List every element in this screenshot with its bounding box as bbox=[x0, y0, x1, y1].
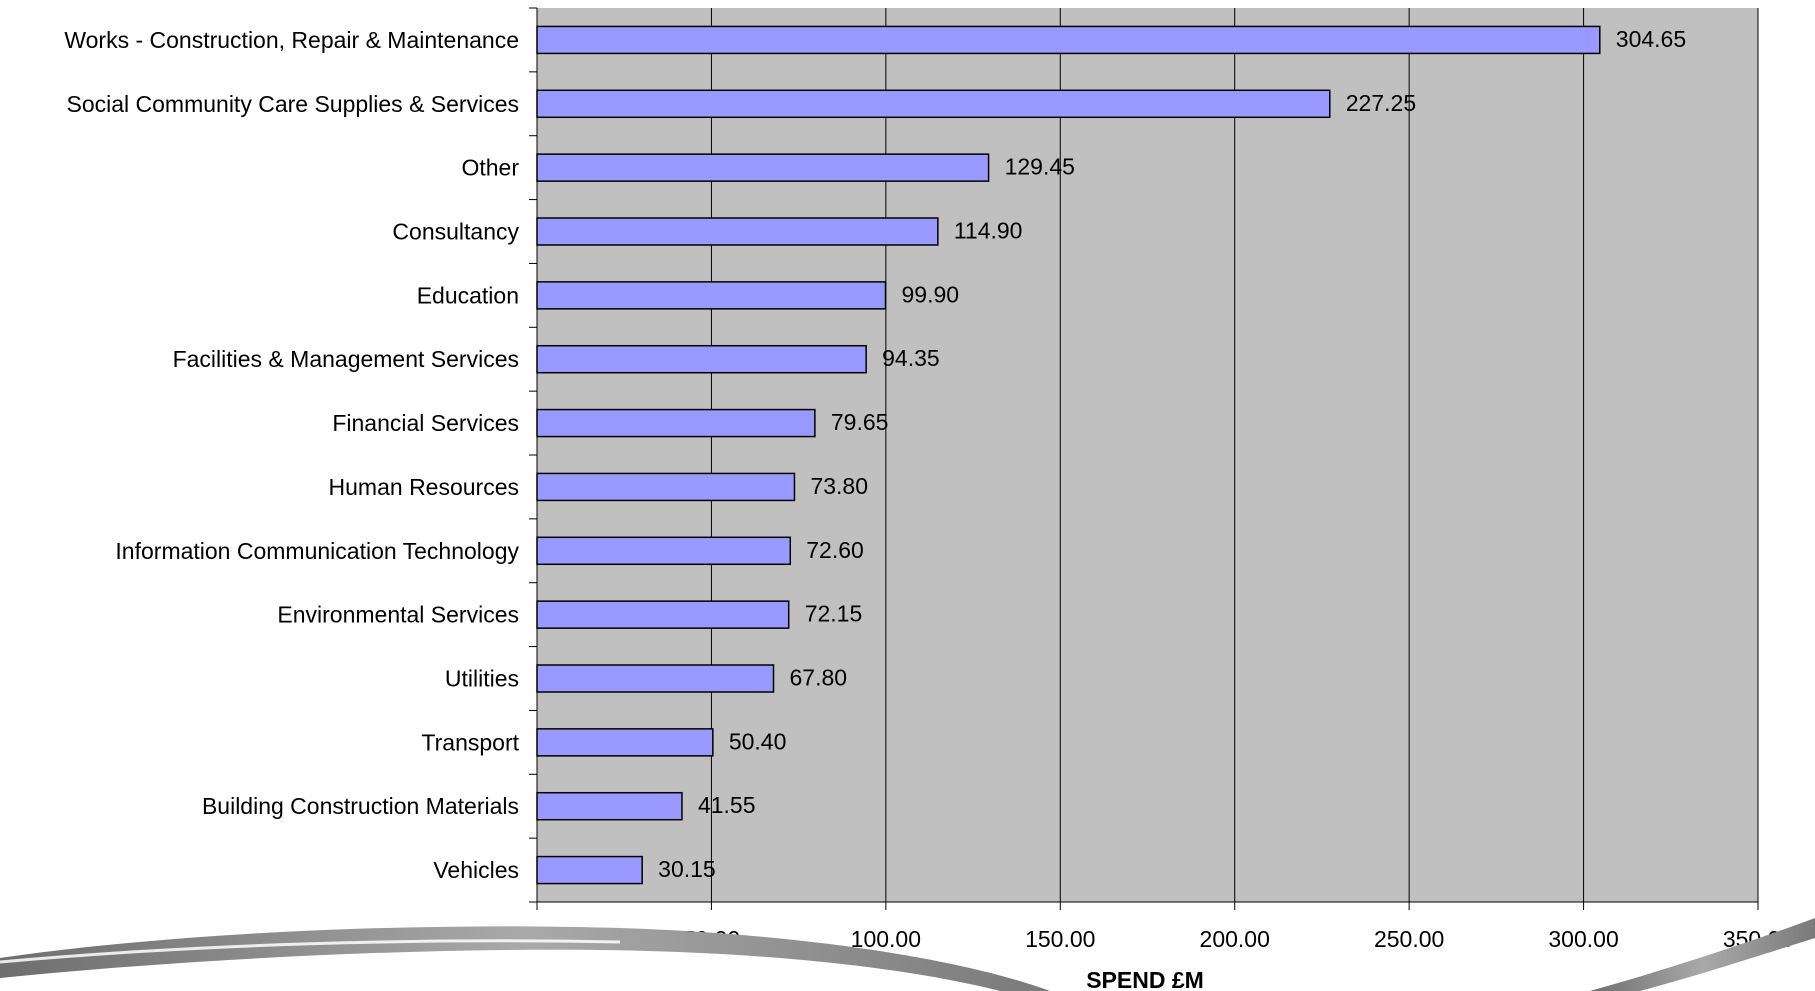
category-label: Education bbox=[417, 282, 519, 308]
category-label: Vehicles bbox=[433, 857, 519, 883]
x-tick-label: 200.00 bbox=[1200, 926, 1270, 952]
category-label: Facilities & Management Services bbox=[173, 346, 519, 372]
category-label: Social Community Care Supplies & Service… bbox=[66, 91, 519, 117]
bar bbox=[537, 218, 938, 245]
category-label: Environmental Services bbox=[277, 602, 519, 628]
bar bbox=[537, 665, 774, 692]
x-axis-title: SPEND £M bbox=[1086, 967, 1204, 991]
value-label: 114.90 bbox=[954, 218, 1023, 244]
x-tick-label: 250.00 bbox=[1374, 926, 1444, 952]
bar bbox=[537, 154, 989, 181]
bar bbox=[537, 473, 794, 500]
category-label: Other bbox=[461, 155, 519, 181]
value-label: 129.45 bbox=[1005, 154, 1075, 180]
bar bbox=[537, 537, 790, 564]
bar bbox=[537, 282, 886, 309]
value-label: 94.35 bbox=[882, 345, 940, 371]
value-label: 73.80 bbox=[810, 473, 868, 499]
x-tick-label: 150.00 bbox=[1025, 926, 1095, 952]
value-label: 99.90 bbox=[902, 281, 960, 307]
category-label: Human Resources bbox=[329, 474, 519, 500]
value-label: 41.55 bbox=[698, 792, 756, 818]
plot-area bbox=[537, 8, 1758, 902]
category-label: Financial Services bbox=[332, 410, 519, 436]
value-label: 227.25 bbox=[1346, 90, 1416, 116]
bar bbox=[537, 90, 1330, 117]
category-label: Building Construction Materials bbox=[202, 793, 519, 819]
value-label: 72.15 bbox=[805, 601, 863, 627]
bar bbox=[537, 857, 642, 884]
x-tick-label: 300.00 bbox=[1548, 926, 1618, 952]
category-label: Consultancy bbox=[392, 219, 519, 245]
value-label: 304.65 bbox=[1616, 26, 1686, 52]
category-labels: Works - Construction, Repair & Maintenan… bbox=[64, 27, 519, 883]
value-label: 67.80 bbox=[790, 665, 848, 691]
bar bbox=[537, 26, 1600, 53]
value-label: 30.15 bbox=[658, 856, 716, 882]
category-label: Works - Construction, Repair & Maintenan… bbox=[64, 27, 519, 53]
value-label: 79.65 bbox=[831, 409, 889, 435]
bar bbox=[537, 346, 866, 373]
bar bbox=[537, 410, 815, 437]
bar bbox=[537, 793, 682, 820]
category-label: Utilities bbox=[445, 666, 519, 692]
value-label: 72.60 bbox=[806, 537, 864, 563]
category-label: Information Communication Technology bbox=[115, 538, 519, 564]
category-label: Transport bbox=[421, 729, 519, 755]
value-label: 50.40 bbox=[729, 728, 787, 754]
bar bbox=[537, 601, 789, 628]
x-tick-label: 100.00 bbox=[851, 926, 921, 952]
bar bbox=[537, 729, 713, 756]
